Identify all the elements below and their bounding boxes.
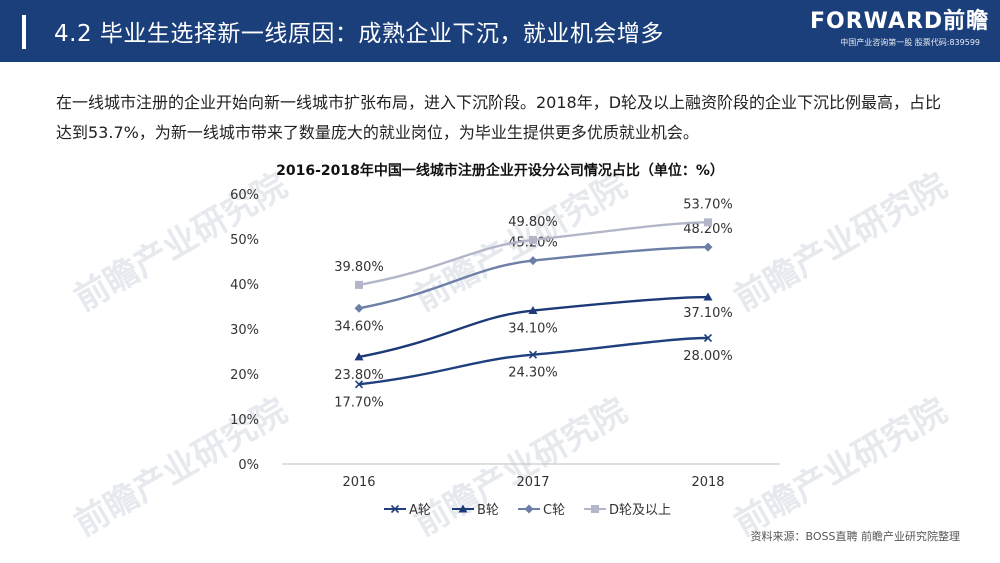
y-tick-label: 20% [230,368,259,383]
legend-label: B轮 [477,503,499,518]
y-tick-label: 60% [230,188,259,203]
data-point [355,280,363,289]
data-point [354,352,364,361]
y-tick-label: 50% [230,233,259,248]
title-accent-bar [22,15,26,49]
data-point [528,306,538,315]
x-tick-label: 2018 [691,475,724,490]
data-point [703,333,713,343]
y-tick-label: 10% [230,413,259,428]
x-tick-label: 2016 [342,475,375,490]
source-note: 资料来源：BOSS直聘 前瞻产业研究院整理 [750,530,960,543]
data-point [354,303,364,313]
data-label: 48.20% [683,222,733,237]
logo-name: FORWARD前瞻 [810,9,990,34]
data-label: 28.00% [683,349,733,364]
y-tick-label: 30% [230,323,259,338]
legend-marker [390,504,400,514]
intro-paragraph: 在一线城市注册的企业开始向新一线城市扩张布局，进入下沉阶段。2018年，D轮及以… [56,93,942,142]
header-bar: 4.2 毕业生选择新一线原因：成熟企业下沉，就业机会增多 FORWARD前瞻 中… [0,0,1000,62]
data-point [704,218,712,227]
data-label: 24.30% [508,366,558,381]
y-tick-label: 40% [230,278,259,293]
legend-marker [458,504,468,513]
data-point [528,256,538,266]
series-line [358,221,709,287]
logo-subtitle: 中国产业咨询第一股 股票代码:839599 [840,38,980,47]
chart-title: 2016-2018年中国一线城市注册企业开设分公司情况占比（单位：%） [276,163,724,179]
y-tick-label: 0% [238,458,259,473]
data-label: 23.80% [334,368,384,383]
data-label: 34.10% [508,322,558,337]
data-point [528,350,538,359]
legend-label: A轮 [409,503,431,518]
brand-logo: FORWARD前瞻 中国产业咨询第一股 股票代码:839599 [810,9,990,48]
x-tick-label: 2017 [516,475,549,490]
legend-label: C轮 [543,503,565,518]
data-point [703,292,713,301]
data-label: 37.10% [683,306,733,321]
data-point [354,380,364,389]
legend-marker [524,504,534,514]
legend-label: D轮及以上 [609,503,671,518]
data-label: 17.70% [334,395,384,410]
data-label: 49.80% [508,215,558,230]
data-label: 34.60% [334,319,384,334]
data-point [703,242,713,252]
legend-marker [591,505,599,513]
data-label: 39.80% [334,260,384,275]
data-label: 53.70% [683,197,733,212]
data-point [529,235,537,244]
page-title: 4.2 毕业生选择新一线原因：成熟企业下沉，就业机会增多 [54,21,664,47]
